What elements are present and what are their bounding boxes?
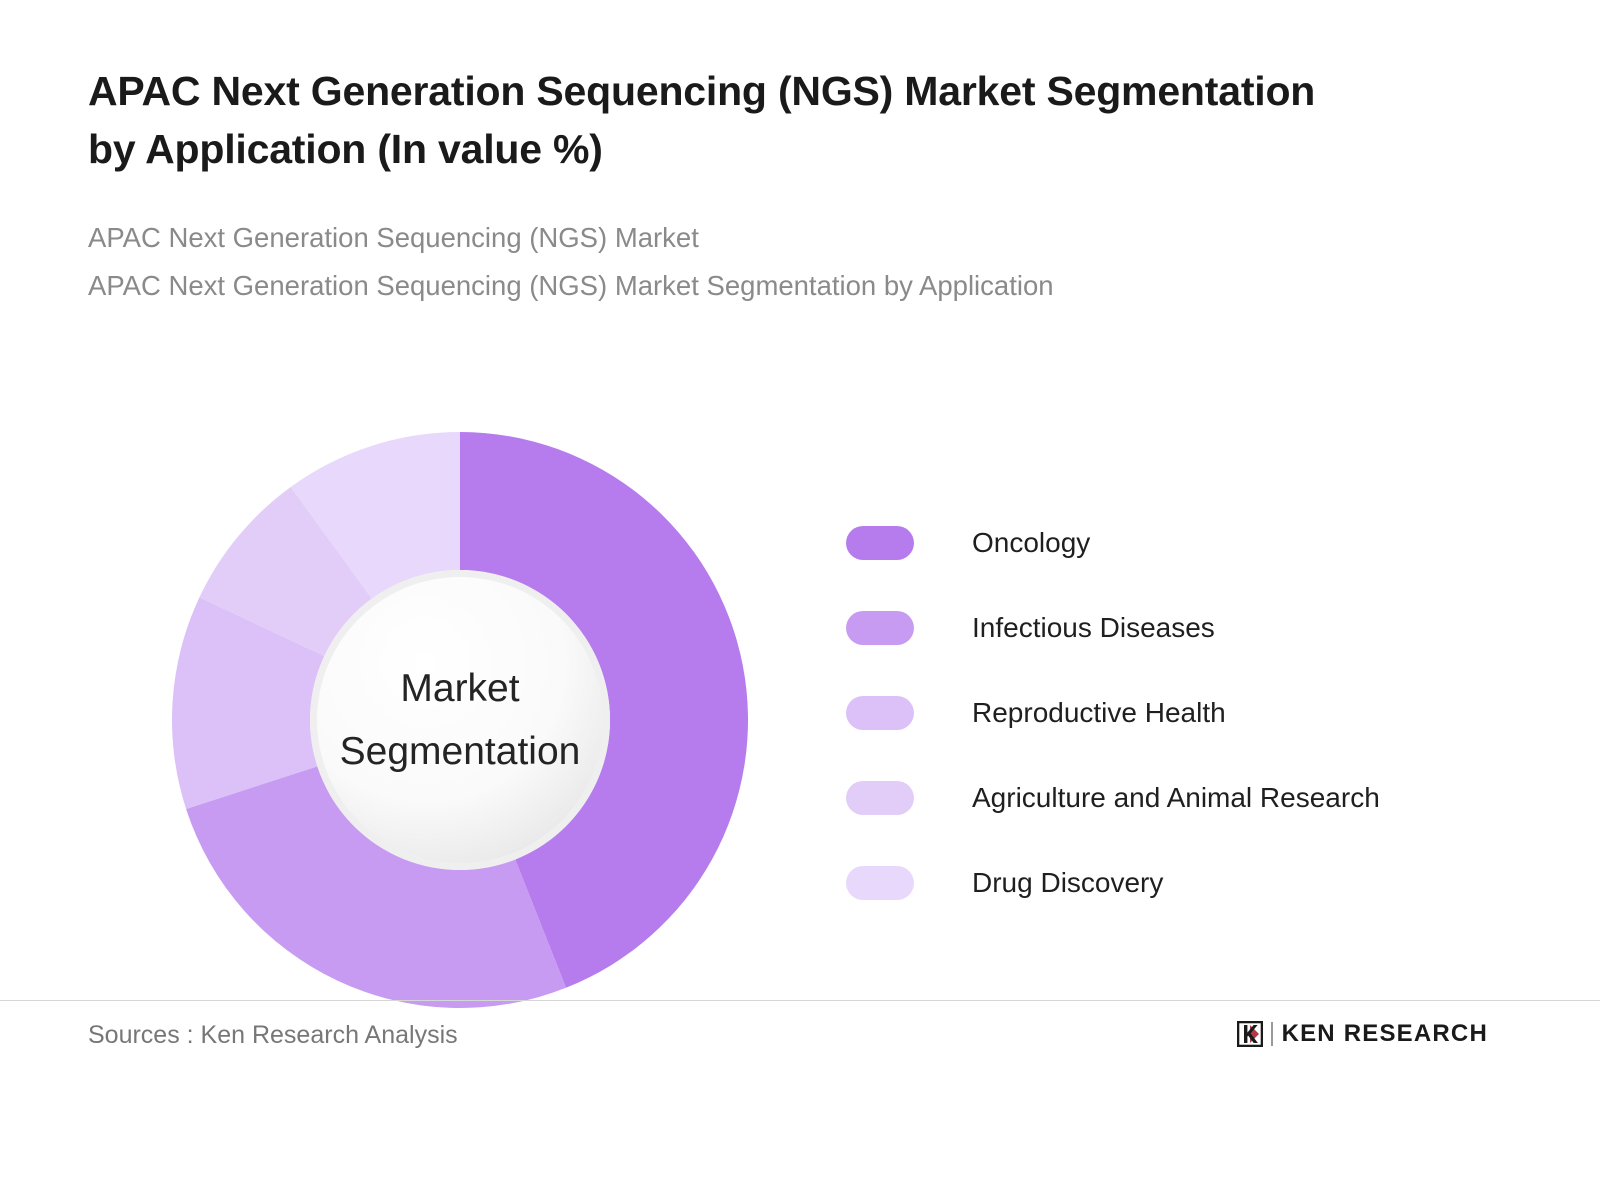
brand-logo: KEN RESEARCH [1236,1017,1488,1051]
donut-slice[interactable] [290,432,460,599]
legend-swatch-icon [846,610,914,645]
legend-item-label: Reproductive Health [972,696,1226,728]
donut-slices [172,432,749,1009]
chart-area: Market Segmentation Oncology Infectious D… [0,400,1600,1020]
legend-item[interactable]: Infectious Diseases [846,585,1546,670]
legend-item[interactable]: Drug Discovery [846,840,1546,925]
legend-item[interactable]: Reproductive Health [846,670,1546,755]
legend-item-label: Drug Discovery [972,866,1164,898]
legend-swatch-icon [846,695,914,730]
legend-swatch-icon [846,780,914,815]
legend-swatch-icon [846,865,914,900]
header: APAC Next Generation Sequencing (NGS) Ma… [88,62,1488,309]
footer: Sources : Ken Research Analysis KEN RESE… [0,1001,1600,1200]
chart-legend: Oncology Infectious Diseases Reproductive … [846,500,1546,925]
donut-hub [317,577,603,863]
page-title: APAC Next Generation Sequencing (NGS) Ma… [88,68,1316,173]
legend-item-label: Oncology [972,526,1091,558]
brand-divider [1270,1022,1273,1046]
legend-item-label: Infectious Diseases [972,611,1215,643]
footer-divider [0,1000,1600,1001]
legend-item[interactable]: Oncology [846,500,1546,585]
donut-slice[interactable] [460,432,749,988]
ken-research-k-mark-icon [1236,1021,1263,1047]
donut-slice[interactable] [186,766,567,1009]
brand-name: KEN RESEARCH [1281,1020,1488,1047]
donut-slice[interactable] [199,487,372,657]
subtitle-block: APAC Next Generation Sequencing (NGS) Ma… [88,214,1488,309]
sources-note: Sources : Ken Research Analysis [88,1021,458,1049]
donut-slice[interactable] [172,597,325,809]
legend-item-label: Agriculture and Animal Research [972,781,1380,813]
donut-svg [172,432,749,1009]
legend-item[interactable]: Agriculture and Animal Research [846,755,1546,840]
donut-chart: Market Segmentation [160,420,760,1020]
subtitle-line-1: APAC Next Generation Sequencing (NGS) Ma… [88,222,699,254]
subtitle-line-2: APAC Next Generation Sequencing (NGS) Ma… [88,269,1054,301]
legend-swatch-icon [846,525,914,560]
